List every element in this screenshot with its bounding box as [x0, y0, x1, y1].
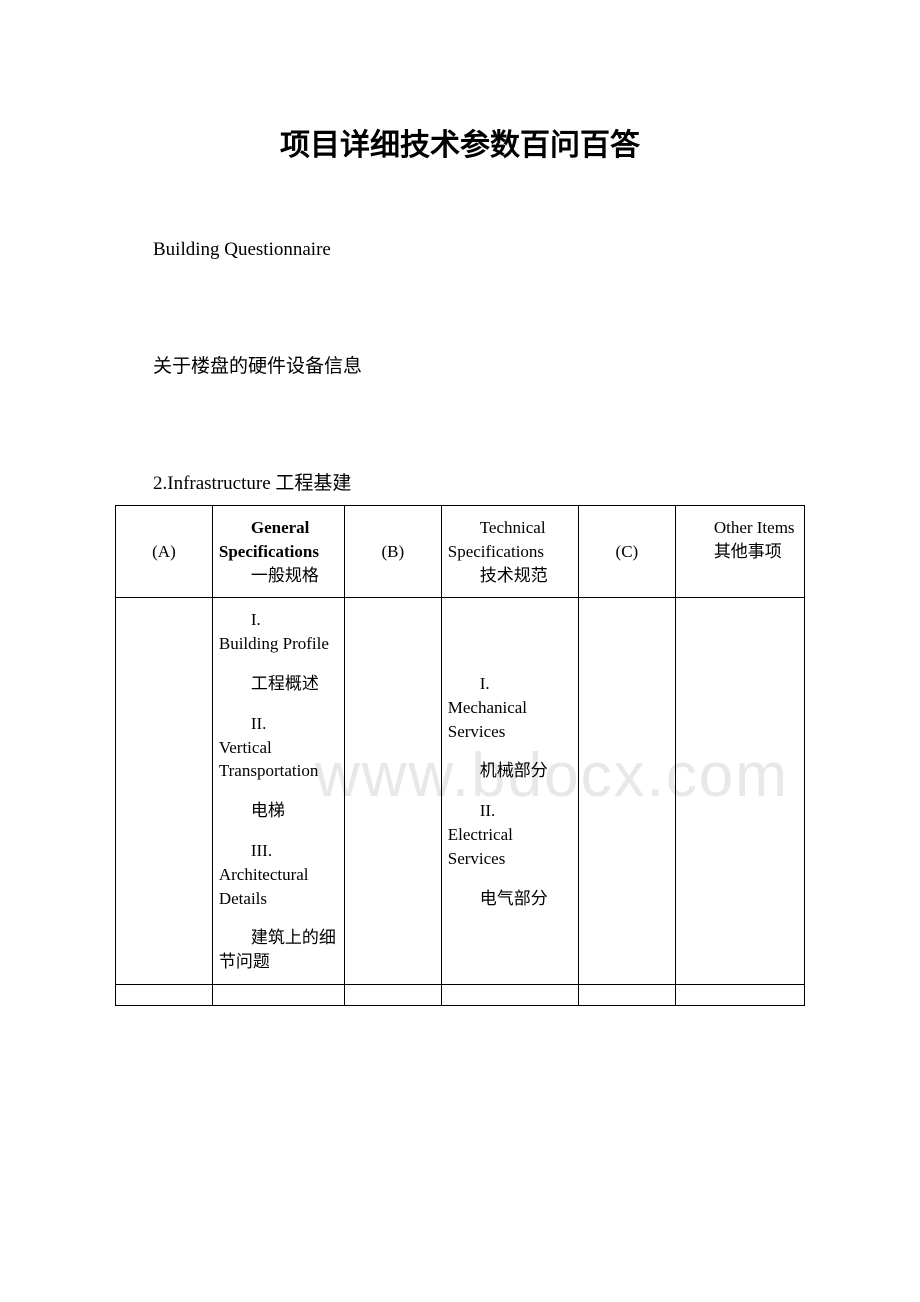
item-roman-1: I.	[219, 608, 338, 632]
empty-b	[212, 984, 344, 1005]
arch-details-cn: 建筑上的细节问题	[219, 926, 338, 974]
content-cell-a-label	[116, 598, 213, 985]
item-en-3: Architectural Details	[219, 865, 309, 908]
empty-d	[441, 984, 578, 1005]
item-en-1: Building Profile	[219, 634, 329, 653]
building-profile-cn: 工程概述	[219, 672, 338, 696]
page-title: 项目详细技术参数百问百答	[115, 120, 805, 164]
item-cn-3: 建筑上的细节问题	[219, 926, 338, 974]
content-cell-b: I. Mechanical Services 机械部分 II. Electric…	[441, 598, 578, 985]
empty-c	[344, 984, 441, 1005]
content-cell-c-label	[578, 598, 675, 985]
header-content-a: General Specifications 一般规格	[212, 506, 344, 598]
vertical-transport-cn: 电梯	[219, 799, 338, 823]
header-content-c: Other Items 其他事项	[675, 506, 804, 598]
mechanical-item: I. Mechanical Services	[448, 672, 572, 743]
subtitle-chinese: 关于楼盘的硬件设备信息	[115, 351, 805, 378]
item-b-roman-2: II.	[448, 799, 572, 823]
item-roman-3: III.	[219, 839, 338, 863]
arch-details-item: III. Architectural Details	[219, 839, 338, 910]
header-label-b: (B)	[344, 506, 441, 598]
header-content-b: Technical Specifications 技术规范	[441, 506, 578, 598]
electrical-cn: 电气部分	[448, 887, 572, 911]
table-header-row: (A) General Specifications 一般规格 (B) Tech…	[116, 506, 805, 598]
other-items-label-cn: 其他事项	[682, 540, 798, 564]
mechanical-cn: 机械部分	[448, 759, 572, 783]
subtitle-english: Building Questionnaire	[115, 239, 805, 261]
general-spec-label-en: General Specifications	[219, 516, 338, 564]
table-empty-row	[116, 984, 805, 1005]
item-b-en-1: Mechanical Services	[448, 698, 527, 741]
tech-spec-label-cn: 技术规范	[448, 564, 572, 588]
item-b-cn-2: 电气部分	[448, 887, 572, 911]
specifications-table: (A) General Specifications 一般规格 (B) Tech…	[115, 505, 805, 1006]
empty-f	[675, 984, 804, 1005]
item-cn-2: 电梯	[219, 799, 338, 823]
section-heading: 2.Infrastructure 工程基建	[115, 468, 805, 495]
content-cell-a: I. Building Profile 工程概述 II. Vertical Tr…	[212, 598, 344, 985]
table-content-row: I. Building Profile 工程概述 II. Vertical Tr…	[116, 598, 805, 985]
item-b-roman-1: I.	[448, 672, 572, 696]
item-en-2: Vertical Transportation	[219, 738, 319, 781]
item-roman-2: II.	[219, 712, 338, 736]
header-label-c: (C)	[578, 506, 675, 598]
building-profile-item: I. Building Profile	[219, 608, 338, 656]
item-b-cn-1: 机械部分	[448, 759, 572, 783]
empty-e	[578, 984, 675, 1005]
content-cell-c	[675, 598, 804, 985]
general-spec-label-cn: 一般规格	[219, 564, 338, 588]
item-b-en-2: Electrical Services	[448, 825, 513, 868]
content-cell-b-label	[344, 598, 441, 985]
empty-a	[116, 984, 213, 1005]
document-container: www.bdocx.com 项目详细技术参数百问百答 Building Ques…	[115, 120, 805, 1006]
electrical-item: II. Electrical Services	[448, 799, 572, 870]
other-items-label-en: Other Items	[682, 516, 798, 540]
header-label-a: (A)	[116, 506, 213, 598]
vertical-transport-item: II. Vertical Transportation	[219, 712, 338, 783]
item-cn-1: 工程概述	[219, 672, 338, 696]
tech-spec-label-en: Technical Specifications	[448, 516, 572, 564]
